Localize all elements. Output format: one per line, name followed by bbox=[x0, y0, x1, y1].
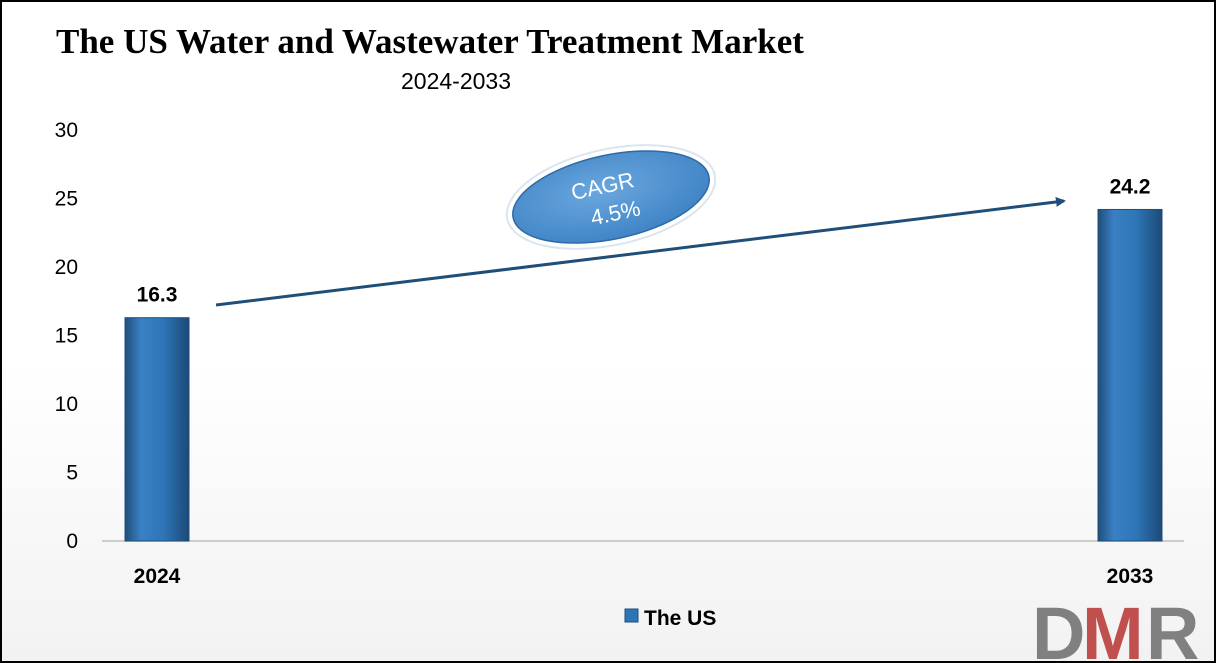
bar-2024 bbox=[124, 317, 190, 542]
data-label-2024: 16.3 bbox=[137, 284, 178, 307]
x-tick-label-2033: 2033 bbox=[1107, 565, 1154, 588]
bars bbox=[124, 208, 1163, 542]
data-label-2033: 24.2 bbox=[1110, 175, 1151, 198]
logo-letter-m: M bbox=[1082, 592, 1144, 661]
chart-subtitle: 2024-2033 bbox=[401, 68, 511, 94]
y-tick-label: 5 bbox=[66, 462, 78, 485]
y-tick-label: 20 bbox=[55, 256, 78, 279]
cagr-trend-arrow bbox=[215, 197, 1066, 307]
logo-letter-d: D bbox=[1032, 592, 1085, 661]
chart-title: The US Water and Wastewater Treatment Ma… bbox=[56, 22, 804, 61]
cagr-badge: CAGR 4.5% bbox=[505, 144, 717, 250]
x-tick-label-2024: 2024 bbox=[134, 565, 181, 588]
logo-letter-r: R bbox=[1146, 592, 1199, 661]
y-tick-label: 15 bbox=[55, 325, 78, 348]
legend-swatch bbox=[624, 608, 639, 623]
y-tick-label: 10 bbox=[55, 393, 78, 416]
y-tick-label: 25 bbox=[55, 188, 78, 211]
data-labels: 16.3 24.2 bbox=[137, 175, 1151, 306]
legend-label: The US bbox=[644, 607, 716, 630]
y-tick-label: 0 bbox=[66, 530, 78, 553]
y-axis-ticks: 0 5 10 15 20 25 30 bbox=[55, 119, 78, 553]
dmr-logo: D M R bbox=[1032, 592, 1199, 661]
x-axis-ticks: 2024 2033 bbox=[134, 565, 1154, 588]
y-tick-label: 30 bbox=[55, 119, 78, 142]
bar-2033 bbox=[1097, 208, 1163, 542]
legend: The US bbox=[624, 607, 716, 630]
